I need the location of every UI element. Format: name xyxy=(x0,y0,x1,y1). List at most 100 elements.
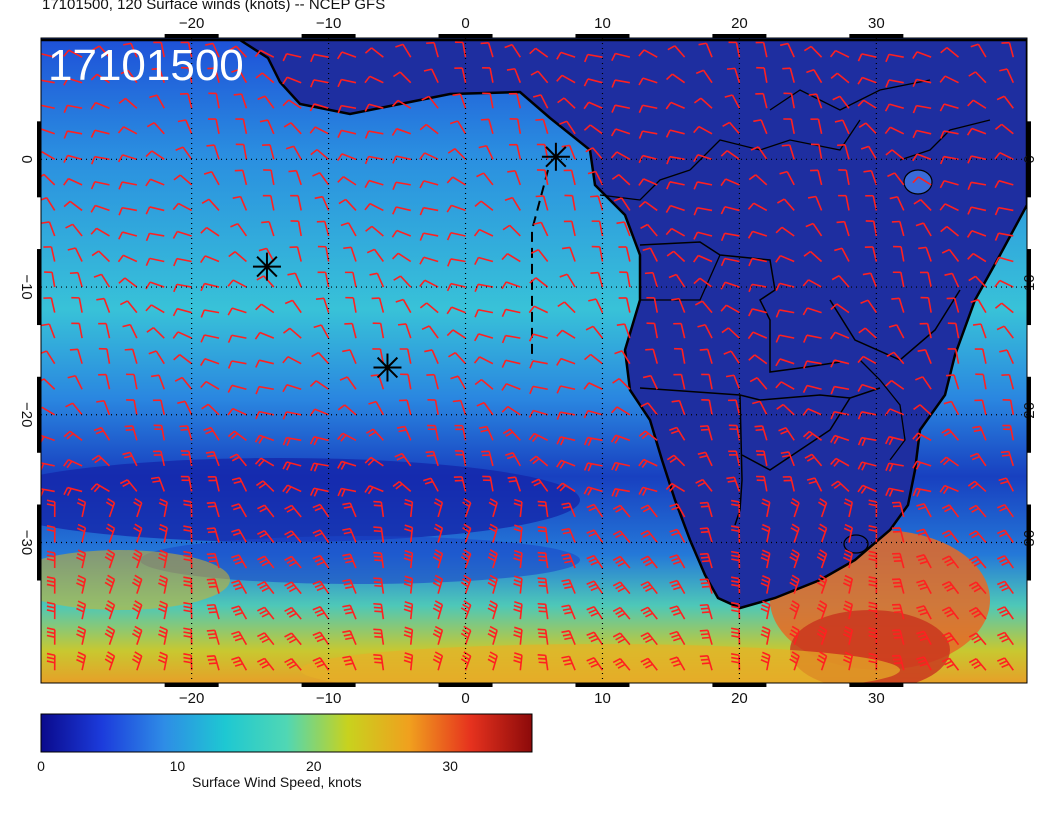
wind-barb xyxy=(750,146,768,160)
wind-barb xyxy=(285,145,302,160)
wind-barb xyxy=(63,430,83,441)
wind-barb xyxy=(583,101,603,110)
wind-barb xyxy=(462,523,472,543)
wind-barb xyxy=(946,374,960,390)
wind-barb xyxy=(513,575,523,594)
wind-barb xyxy=(158,549,168,569)
wind-barb xyxy=(868,601,878,620)
wind-barb xyxy=(997,529,1014,543)
wind-barb xyxy=(611,52,631,62)
wind-barb xyxy=(789,574,800,594)
wind-barb xyxy=(504,196,521,211)
wind-barb xyxy=(669,554,686,569)
wind-barb xyxy=(699,425,713,441)
wind-barb xyxy=(556,385,576,394)
wind-barb xyxy=(151,67,166,83)
wind-barb xyxy=(344,271,357,288)
wind-barb xyxy=(502,224,521,237)
wind-barb xyxy=(158,575,168,594)
lon-tick-label-bottom: −20 xyxy=(179,690,204,707)
wind-barb xyxy=(699,655,713,671)
wind-barb xyxy=(118,181,138,190)
wind-barb xyxy=(228,251,247,263)
wind-barb xyxy=(892,527,905,543)
wind-barb xyxy=(150,476,165,492)
wind-barb xyxy=(645,348,659,364)
wind-barb xyxy=(972,425,987,441)
wind-barb xyxy=(810,143,823,160)
wind-barb xyxy=(695,478,713,492)
wind-barb xyxy=(126,399,138,415)
wind-barb xyxy=(613,197,631,211)
wind-barb xyxy=(183,525,193,543)
wind-barb xyxy=(994,232,1014,241)
wind-barb xyxy=(63,104,83,114)
wind-barb xyxy=(783,118,795,134)
wind-barb xyxy=(505,452,522,467)
wind-barb xyxy=(482,67,494,83)
wind-barb xyxy=(283,327,302,339)
wind-barb xyxy=(760,626,771,645)
wind-barb xyxy=(98,347,111,364)
wind-barb xyxy=(309,487,329,497)
wind-barb xyxy=(640,402,658,416)
wind-barb xyxy=(365,428,384,441)
wind-barb xyxy=(425,450,439,467)
wind-barb xyxy=(255,480,275,492)
wind-barb xyxy=(501,308,521,318)
wind-barb xyxy=(206,144,220,160)
wind-barb xyxy=(968,275,987,288)
colorbar xyxy=(40,713,533,753)
wind-barb xyxy=(364,103,384,112)
wind-barb xyxy=(487,625,498,645)
tick-bar xyxy=(575,683,630,687)
wind-barb xyxy=(368,400,385,416)
wind-barb xyxy=(337,460,357,470)
wind-barb xyxy=(46,576,56,594)
wind-barb xyxy=(947,322,960,339)
tick-bar xyxy=(37,376,41,453)
wind-barb xyxy=(421,95,439,109)
wind-barb xyxy=(230,222,248,237)
wind-barb xyxy=(530,248,549,263)
wind-barb xyxy=(731,550,741,569)
wind-barb xyxy=(842,626,854,645)
wind-barb xyxy=(392,181,411,190)
wind-barb xyxy=(997,503,1014,518)
wind-barb xyxy=(720,232,740,242)
wind-barb xyxy=(912,153,932,162)
wind-barb xyxy=(752,400,768,416)
wind-barb xyxy=(829,331,850,340)
wind-barb xyxy=(227,279,247,288)
wind-barb xyxy=(998,477,1015,492)
wind-barb xyxy=(158,600,168,620)
wind-barb xyxy=(967,181,987,191)
wind-barb xyxy=(1002,424,1015,441)
wind-barb xyxy=(782,476,795,492)
wind-barb xyxy=(699,552,713,569)
wind-barb xyxy=(282,461,302,471)
wind-barb xyxy=(556,482,576,493)
wind-barb xyxy=(832,95,850,109)
wind-barb xyxy=(748,257,767,267)
wind-barb xyxy=(939,130,959,139)
wind-barb xyxy=(857,383,877,392)
wind-barb xyxy=(63,154,83,163)
wind-barb xyxy=(669,528,686,543)
wind-barb xyxy=(290,220,302,237)
wind-barb xyxy=(556,74,576,84)
wind-barb xyxy=(232,195,248,211)
wind-barb xyxy=(723,350,741,365)
wind-barb xyxy=(838,169,850,186)
wind-barb xyxy=(476,172,494,186)
wind-barb xyxy=(369,272,385,288)
wind-barb xyxy=(968,581,987,595)
wind-barb xyxy=(638,104,658,113)
wind-barb xyxy=(118,206,138,216)
wind-barb xyxy=(257,606,275,620)
wind-barb xyxy=(802,334,822,343)
wind-barb xyxy=(941,555,960,569)
wind-barb xyxy=(231,477,248,492)
wind-barb xyxy=(638,154,658,164)
wind-barb xyxy=(43,297,56,313)
